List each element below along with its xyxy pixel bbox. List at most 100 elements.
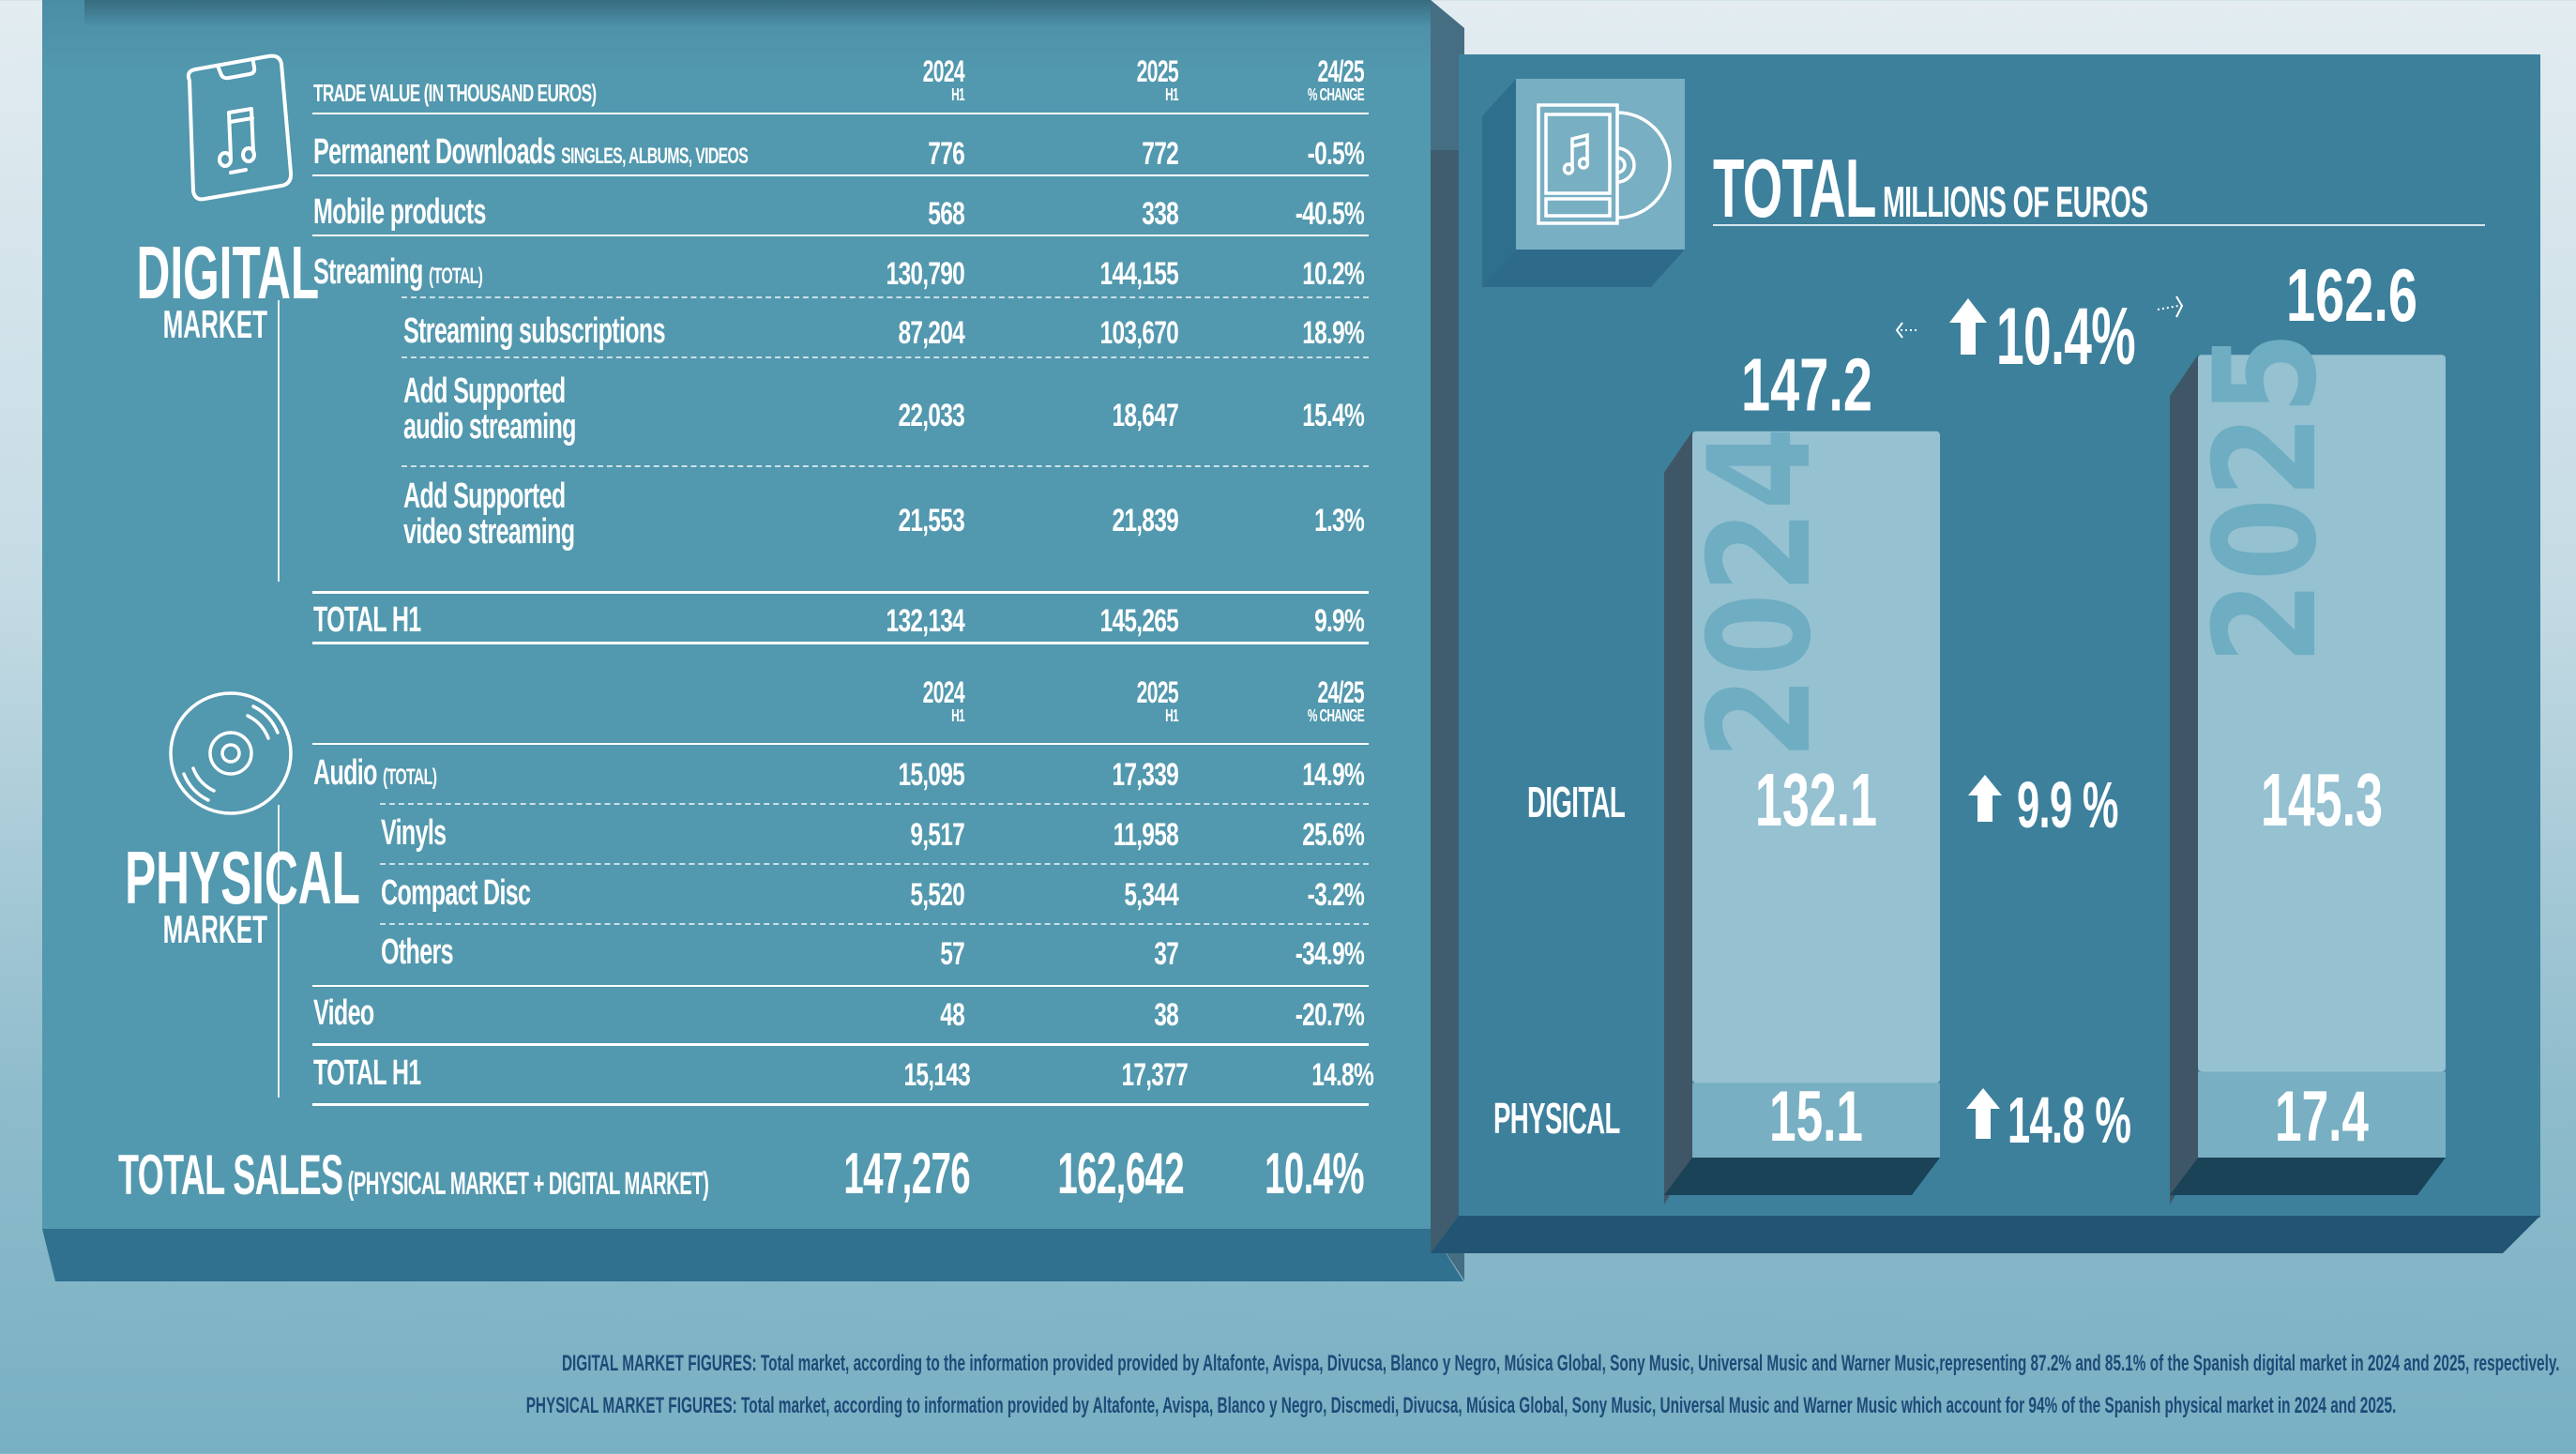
section-title-sub: MARKET bbox=[162, 302, 267, 346]
value-change: 14.8% bbox=[1311, 1057, 1374, 1093]
value-2025: 38 bbox=[1154, 997, 1179, 1033]
dashed-divider bbox=[402, 296, 1369, 298]
col-2024-header: 2024 H1 bbox=[922, 54, 965, 104]
value-2024: 21,553 bbox=[898, 503, 964, 538]
physical-market-title: PHYSICAL MARKET bbox=[38, 836, 360, 949]
bar-physical-value-2025: 17.4 bbox=[2275, 1077, 2369, 1157]
value-2025: 5,344 bbox=[1124, 877, 1178, 913]
vinyl-disc-icon bbox=[169, 691, 293, 815]
arrow-up-icon bbox=[1966, 775, 2004, 822]
value-2024: 15,095 bbox=[898, 757, 964, 793]
value-change: 18.9% bbox=[1302, 315, 1365, 351]
value-2025: 37 bbox=[1154, 936, 1179, 972]
row-label: Compact Disc bbox=[381, 873, 531, 913]
icon-box-bottom bbox=[1482, 250, 1685, 287]
value-2024: 22,033 bbox=[898, 398, 964, 433]
total-sales-2025: 162,642 bbox=[1057, 1142, 1184, 1206]
value-change: 15.4% bbox=[1302, 398, 1365, 433]
divider bbox=[312, 235, 1369, 236]
value-2025: 17,377 bbox=[1121, 1057, 1188, 1093]
row-label-digital: DIGITAL bbox=[1527, 778, 1626, 826]
divider bbox=[312, 113, 1369, 114]
section-divider bbox=[278, 805, 280, 1098]
music-album-cd-icon bbox=[1537, 103, 1672, 225]
bar-side-2025 bbox=[2170, 355, 2198, 1204]
bar-digital-value-2025: 145.3 bbox=[2261, 758, 2383, 841]
icon-box bbox=[1516, 79, 1685, 250]
divider bbox=[312, 1043, 1369, 1046]
bar-base-2024 bbox=[1664, 1158, 1940, 1195]
row-label: TOTAL H1 bbox=[313, 1053, 421, 1093]
smartphone-music-icon bbox=[186, 53, 293, 202]
value-2024: 15,143 bbox=[903, 1057, 970, 1093]
bar-side-2024 bbox=[1664, 431, 1692, 1204]
total-sales-label: TOTAL SALES (PHYSICAL MARKET + DIGITAL M… bbox=[118, 1144, 709, 1206]
value-2024: 132,134 bbox=[886, 603, 965, 639]
value-change: -20.7% bbox=[1295, 997, 1365, 1033]
row-label-physical: PHYSICAL bbox=[1493, 1094, 1620, 1143]
value-2025: 144,155 bbox=[1099, 256, 1179, 292]
dotted-arrow-left-icon bbox=[1895, 319, 1921, 341]
summary-panel-edge bbox=[1431, 150, 1461, 1253]
section-title-main: DIGITAL bbox=[136, 231, 320, 314]
row-label: Mobile products bbox=[313, 192, 486, 232]
bar-physical-2024 bbox=[1692, 1083, 1940, 1158]
row-label: Add Supported video streaming bbox=[403, 477, 575, 552]
bar-year-label-2025: 2025 bbox=[2184, 331, 2348, 664]
digital-change-label: 9.9 % bbox=[2017, 768, 2118, 841]
row-label: TOTAL H1 bbox=[313, 600, 421, 640]
panel-bottom-ledge bbox=[42, 1229, 1463, 1281]
section-divider bbox=[278, 300, 280, 582]
value-change: -0.5% bbox=[1307, 136, 1365, 172]
physical-change-label: 14.8 % bbox=[2008, 1083, 2131, 1157]
bar-total-label-2025: 162.6 bbox=[2286, 253, 2417, 337]
bar-digital-2024 bbox=[1692, 431, 1940, 1083]
summary-title: TOTAL MILLIONS OF EUROS bbox=[1713, 142, 2148, 235]
value-2024: 776 bbox=[928, 136, 964, 172]
arrow-up-icon bbox=[1964, 1088, 2002, 1139]
section-title-main: PHYSICAL bbox=[125, 836, 360, 919]
market-table-panel bbox=[42, 0, 1431, 1229]
row-label: Permanent Downloads SINGLES, ALBUMS, VID… bbox=[313, 132, 749, 172]
value-2024: 5,520 bbox=[910, 877, 964, 913]
value-change: -3.2% bbox=[1307, 877, 1365, 913]
value-change: 14.9% bbox=[1302, 757, 1365, 793]
row-label: Streaming (TOTAL) bbox=[313, 252, 483, 292]
value-change: 1.3% bbox=[1314, 503, 1365, 538]
row-label: Add Supported audio streaming bbox=[403, 371, 576, 447]
footnote-physical: PHYSICAL MARKET FIGURES: Total market, a… bbox=[525, 1393, 2397, 1418]
value-change: -34.9% bbox=[1295, 936, 1365, 972]
footnote-digital: DIGITAL MARKET FIGURES: Total market, ac… bbox=[561, 1351, 2560, 1376]
summary-panel-ledge bbox=[1431, 1216, 2540, 1253]
bar-physical-2025 bbox=[2198, 1071, 2446, 1158]
bar-digital-2025 bbox=[2198, 355, 2446, 1072]
value-change: -40.5% bbox=[1295, 196, 1365, 232]
dashed-divider bbox=[402, 465, 1369, 467]
divider bbox=[312, 743, 1369, 745]
bar-total-label-2024: 147.2 bbox=[1741, 343, 1872, 427]
arrow-up-icon bbox=[1949, 298, 1987, 355]
value-2024: 87,204 bbox=[898, 315, 964, 351]
divider bbox=[312, 1103, 1369, 1106]
col-2025-header: 2025 H1 bbox=[1136, 54, 1179, 104]
title-underline bbox=[1713, 224, 2485, 226]
dotted-arrow-right-icon bbox=[2156, 295, 2184, 319]
col-change-header: 24/25% CHANGE bbox=[1307, 54, 1365, 104]
value-2025: 145,265 bbox=[1099, 603, 1179, 639]
divider bbox=[312, 642, 1369, 644]
value-2025: 18,647 bbox=[1112, 398, 1178, 433]
dashed-divider bbox=[402, 356, 1369, 358]
col-2025-header: 2025 H1 bbox=[1136, 675, 1179, 725]
total-sales-2024: 147,276 bbox=[843, 1142, 970, 1206]
value-2024: 48 bbox=[940, 997, 965, 1033]
divider bbox=[312, 591, 1369, 594]
value-2025: 11,958 bbox=[1113, 817, 1179, 853]
dashed-divider bbox=[380, 863, 1369, 865]
icon-box-side bbox=[1482, 79, 1516, 287]
value-2024: 130,790 bbox=[886, 256, 965, 292]
total-sales-change: 10.4% bbox=[1265, 1142, 1365, 1206]
value-2025: 21,839 bbox=[1112, 503, 1178, 538]
value-2024: 568 bbox=[928, 196, 964, 232]
value-change: 25.6% bbox=[1302, 817, 1365, 853]
